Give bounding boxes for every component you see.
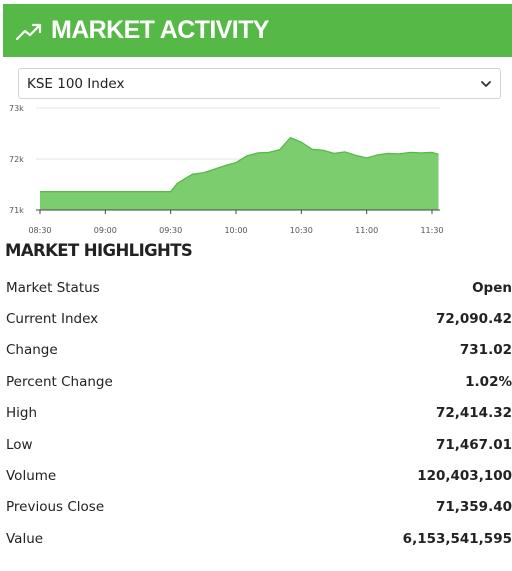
highlight-label: Low [6,436,33,453]
highlight-value: 731.02 [459,342,512,359]
highlight-row: High 72,414.32 [6,398,512,429]
x-tick-label: 11:00 [355,226,378,234]
highlight-label: Current Index [6,311,99,328]
highlight-row: Volume 120,403,100 [6,460,512,491]
highlight-value: 1.02% [465,373,512,390]
x-tick-label: 09:00 [94,226,117,234]
y-tick-label: 73k [9,104,24,113]
highlight-label: Change [6,342,58,359]
highlight-value: 71,467.01 [435,436,512,453]
highlight-row: Current Index 72,090.42 [6,303,512,334]
highlight-row: Previous Close 71,359.40 [6,492,512,523]
highlight-label: Previous Close [6,499,105,516]
index-chart: 73k 72k 71k 08:30 09:00 09:30 10:00 10:30 11:00… [9,104,444,234]
chevron-down-icon [481,80,491,87]
page-title: MARKET ACTIVITY [51,16,269,44]
x-tick-label: 09:30 [159,226,182,234]
index-select[interactable]: KSE 100 Index [18,68,501,99]
y-tick-label: 71k [9,206,24,215]
highlight-value: 6,153,541,595 [402,530,512,547]
highlight-row: Percent Change 1.02% [6,366,512,397]
highlight-value: 72,414.32 [435,405,512,422]
highlight-value: Open [472,279,512,296]
y-tick-label: 72k [9,155,24,164]
x-tick-label: 11:30 [420,226,443,234]
trending-up-icon [15,23,42,40]
index-line [40,136,439,193]
highlight-value: 120,403,100 [417,468,512,485]
market-activity-header: MARKET ACTIVITY [3,4,512,57]
index-area [40,137,439,210]
highlight-value: 72,090.42 [435,311,512,328]
highlight-label: High [6,405,38,422]
highlight-label: Percent Change [6,373,113,390]
highlights-list: Market Status Open Current Index 72,090.42 C… [6,272,512,555]
index-select-value: KSE 100 Index [27,75,125,92]
highlight-value: 71,359.40 [435,499,512,516]
x-tick-label: 10:00 [224,226,247,234]
highlight-label: Market Status [6,279,100,296]
highlights-title: MARKET HIGHLIGHTS [5,241,193,260]
highlight-row: Low 71,467.01 [6,429,512,460]
highlight-label: Value [6,530,44,547]
x-tick-label: 10:30 [290,226,313,234]
highlight-row: Change 731.02 [6,335,512,366]
highlight-row: Market Status Open [6,272,512,303]
highlight-label: Volume [6,468,57,485]
highlight-row: Value 6,153,541,595 [6,523,512,554]
x-tick-label: 08:30 [28,226,51,234]
